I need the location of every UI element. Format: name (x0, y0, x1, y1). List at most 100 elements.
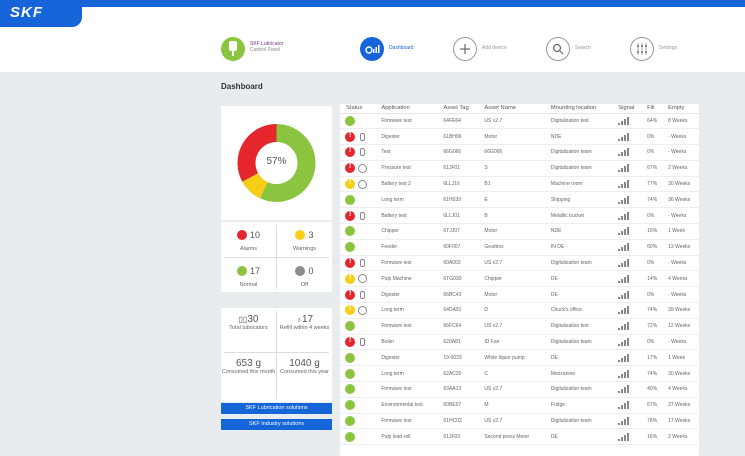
month-number: 653 g (235, 358, 262, 369)
cell-fill: 0% (641, 255, 663, 272)
off-count[interactable]: 0 Off (277, 262, 332, 296)
column-header-status[interactable]: Status (340, 104, 376, 114)
table-row[interactable]: Firmware test 66FC64 US v2.7 Digitalization… (340, 318, 699, 335)
logo-tab[interactable]: SKF (0, 0, 82, 27)
cell-name: Motor (478, 286, 545, 304)
cell-empty: 39 Weeks (662, 302, 699, 319)
signal-cell (612, 302, 642, 319)
nav-add-device-label[interactable]: Add device (482, 45, 507, 51)
cell-fill: 40% (641, 381, 663, 398)
status-alert-icon (345, 305, 355, 316)
table-row[interactable]: Pulp lead-roll 61JF03 Second press Motor DE… (340, 428, 699, 446)
column-header-asset-tag[interactable]: Asset Tag (437, 104, 479, 114)
table-row[interactable]: Long term 62AC20 C Mezzanine 74% 30 Weeks (340, 365, 699, 383)
cell-fill: 74% (641, 191, 663, 209)
cell-app: Long term (375, 191, 438, 209)
lubrication-solutions-button[interactable]: SKF Lubrication solutions (221, 403, 332, 414)
app-title: SKF Lubricator (250, 41, 284, 47)
cartridge-icon (360, 290, 365, 299)
nav-search-label[interactable]: Search (575, 45, 591, 51)
cell-empty: - Weeks (662, 334, 699, 351)
divider (224, 352, 329, 353)
cell-app: Firmware test (375, 255, 438, 272)
signal-strength-icon (618, 227, 630, 236)
nav-settings-label[interactable]: Settings (659, 45, 678, 51)
table-row[interactable]: Digester 19-0029 White liquor pump DE 17% 1 W… (340, 349, 699, 367)
cell-name: S (478, 160, 545, 177)
nav-dashboard-label[interactable]: Dashboard (389, 45, 414, 51)
cell-app: Pulp Machine (375, 270, 438, 288)
industry-solutions-button[interactable]: SKF Industry solutions (221, 419, 332, 430)
cell-name: US v2.7 (478, 255, 545, 272)
cell-empty: - Weeks (662, 207, 699, 225)
cell-empty: 4 Weeks (662, 270, 699, 288)
lubricator-app-icon[interactable] (221, 37, 245, 61)
normal-count[interactable]: 17 Normal (221, 262, 276, 296)
table-row[interactable]: Feeder 60F007 Gearbox IN DE 60% 13 Weeks (340, 239, 699, 256)
signal-strength-icon (618, 322, 630, 331)
column-header-application[interactable]: Application (375, 104, 438, 114)
signal-strength-icon (618, 353, 630, 362)
alarms-count[interactable]: 10 Alarms (221, 226, 276, 260)
table-row[interactable]: Firmware test 64FE64 US v2.7 Digitalization… (340, 113, 699, 130)
table-row[interactable]: Firmware test 63AA13 US v2.7 Digitalization… (340, 381, 699, 398)
cell-app: Firmware test (375, 113, 438, 130)
cell-empty: 4 Weeks (662, 381, 699, 398)
clock-icon (358, 274, 367, 284)
cell-name: US v2.7 (478, 381, 545, 398)
search-icon[interactable] (546, 37, 570, 61)
cell-app: Pressure test (375, 160, 438, 177)
signal-cell (612, 397, 642, 414)
signal-cell (612, 176, 642, 193)
refill-icon: ♁ (295, 315, 302, 324)
column-header-asset-name[interactable]: Asset Name (478, 104, 545, 114)
dashboard-icon[interactable] (360, 37, 384, 61)
clock-icon (358, 305, 367, 315)
signal-cell (612, 128, 642, 146)
stats-panel: ▯▯30 Total lubricators ♁17 Refill within… (221, 308, 332, 402)
signal-cell (612, 144, 642, 161)
cell-name: M (478, 397, 545, 414)
signal-cell (612, 349, 642, 367)
signal-cell (612, 270, 642, 288)
table-row[interactable]: Long term 61H039 E Shipping 74% 36 Weeks (340, 191, 699, 209)
cell-fill: 67% (641, 397, 663, 414)
status-ok-icon (345, 226, 355, 237)
cell-tag: 66FC64 (437, 318, 479, 335)
column-header-fill[interactable]: Fill (641, 104, 663, 114)
cell-app: Firmware test (375, 381, 438, 398)
column-header-mounting-location[interactable]: Mounting location (544, 104, 613, 114)
warnings-count[interactable]: 3 Warnings (277, 226, 332, 260)
table-row[interactable]: Environmental test 60BE07 M Fridge 67% 27 Wee… (340, 397, 699, 414)
warning-dot-icon (295, 229, 306, 240)
add-device-icon[interactable] (453, 37, 477, 61)
column-header-signal[interactable]: Signal (612, 104, 642, 114)
signal-strength-icon (618, 385, 630, 394)
signal-strength-icon (618, 259, 630, 268)
table-row[interactable]: Chipper 6TJJ07 Motor NDE 16% 1 Week (340, 223, 699, 240)
cell-fill: 74% (641, 302, 663, 319)
donut-segment-warnings (242, 172, 269, 199)
cell-app: Digester (375, 128, 438, 146)
signal-cell (612, 160, 642, 177)
status-alert-icon (345, 147, 355, 158)
status-cell (340, 381, 376, 398)
cell-app: Chipper (375, 223, 438, 240)
status-alert-icon (345, 163, 355, 174)
settings-icon[interactable] (630, 37, 654, 61)
cell-tag: 6TG030 (437, 270, 479, 288)
clock-icon (358, 179, 367, 189)
column-header-empty[interactable]: Empty (662, 104, 699, 114)
table-row[interactable]: Firmware test 61HC02 US v2.7 Digitalization… (340, 413, 699, 430)
cell-empty: 17 Weeks (662, 413, 699, 430)
